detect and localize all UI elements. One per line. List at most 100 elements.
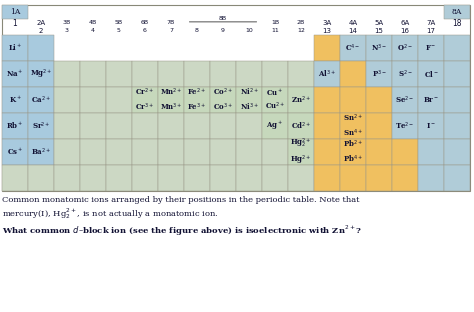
Bar — [236, 113, 262, 139]
Bar — [80, 113, 106, 139]
Bar — [288, 139, 314, 165]
Text: N$^{3-}$: N$^{3-}$ — [371, 42, 387, 54]
Text: Br$^-$: Br$^-$ — [423, 95, 439, 105]
Text: Ba$^{2+}$: Ba$^{2+}$ — [31, 146, 51, 158]
Text: Hg$_2^{2+}$
Hg$^{2+}$: Hg$_2^{2+}$ Hg$^{2+}$ — [291, 137, 311, 167]
Bar — [340, 35, 366, 61]
Bar — [158, 87, 184, 113]
Bar — [340, 165, 366, 191]
Text: 11: 11 — [271, 28, 279, 33]
Bar — [366, 113, 392, 139]
Bar — [444, 113, 470, 139]
Bar — [236, 87, 262, 113]
Text: Pb$^{2+}$
Pb$^{4+}$: Pb$^{2+}$ Pb$^{4+}$ — [343, 139, 363, 165]
Bar — [106, 87, 132, 113]
Bar — [210, 165, 236, 191]
Bar — [54, 87, 80, 113]
Text: S$^{2-}$: S$^{2-}$ — [398, 68, 412, 80]
Text: 10: 10 — [245, 28, 253, 33]
Text: 18: 18 — [452, 18, 462, 27]
Text: 13: 13 — [322, 27, 331, 33]
Bar — [184, 139, 210, 165]
Bar — [444, 35, 470, 61]
Bar — [2, 87, 28, 113]
Bar — [340, 139, 366, 165]
Text: Zn$^{2+}$: Zn$^{2+}$ — [291, 94, 311, 106]
Bar — [418, 61, 444, 87]
Text: 3A: 3A — [322, 20, 332, 26]
Bar — [158, 113, 184, 139]
Bar — [366, 87, 392, 113]
Text: 15: 15 — [374, 27, 383, 33]
Text: F$^-$: F$^-$ — [425, 43, 437, 52]
Bar — [340, 113, 366, 139]
Bar — [184, 113, 210, 139]
Text: 16: 16 — [401, 27, 410, 33]
Bar — [210, 87, 236, 113]
Bar — [418, 165, 444, 191]
Text: 2: 2 — [39, 27, 43, 33]
Bar — [2, 113, 28, 139]
Bar — [54, 113, 80, 139]
Text: Ag$^+$: Ag$^+$ — [266, 120, 283, 132]
Bar — [366, 165, 392, 191]
Bar — [28, 165, 54, 191]
Text: I$^-$: I$^-$ — [426, 121, 436, 130]
Text: O$^{2-}$: O$^{2-}$ — [397, 42, 413, 54]
Bar — [288, 87, 314, 113]
Text: Co$^{2+}$
Co$^{3+}$: Co$^{2+}$ Co$^{3+}$ — [213, 87, 233, 113]
Text: 4: 4 — [91, 28, 95, 33]
Bar — [2, 5, 470, 191]
Bar — [28, 35, 54, 61]
Bar — [132, 87, 158, 113]
Bar — [288, 61, 314, 87]
Bar — [106, 139, 132, 165]
Bar — [262, 139, 288, 165]
Text: Common monatomic ions arranged by their positions in the periodic table. Note th: Common monatomic ions arranged by their … — [2, 196, 359, 204]
Text: Cr$^{2+}$
Cr$^{3+}$: Cr$^{2+}$ Cr$^{3+}$ — [136, 87, 155, 113]
Bar — [418, 87, 444, 113]
Bar — [106, 113, 132, 139]
Bar — [158, 139, 184, 165]
Bar — [340, 61, 366, 87]
Bar — [236, 61, 262, 87]
Bar — [28, 139, 54, 165]
Bar — [28, 87, 54, 113]
Bar — [132, 113, 158, 139]
Text: Te$^{2-}$: Te$^{2-}$ — [395, 120, 415, 132]
Text: 6A: 6A — [401, 20, 410, 26]
Bar — [314, 139, 340, 165]
Text: P$^{3-}$: P$^{3-}$ — [372, 68, 386, 80]
Text: 2B: 2B — [297, 20, 305, 25]
Text: Rb$^+$: Rb$^+$ — [6, 121, 24, 131]
Text: 1A: 1A — [10, 8, 20, 16]
Text: Cd$^{2+}$: Cd$^{2+}$ — [291, 120, 311, 132]
Text: 4A: 4A — [348, 20, 357, 26]
Bar — [80, 139, 106, 165]
Bar — [314, 87, 340, 113]
Bar — [314, 35, 340, 61]
Bar — [54, 139, 80, 165]
Bar — [2, 35, 28, 61]
Text: 7: 7 — [169, 28, 173, 33]
Bar — [184, 87, 210, 113]
Bar — [184, 165, 210, 191]
Bar — [132, 61, 158, 87]
Bar — [184, 61, 210, 87]
Text: 17: 17 — [427, 27, 436, 33]
Bar — [314, 61, 340, 87]
Bar — [392, 113, 418, 139]
Text: Cl$^-$: Cl$^-$ — [424, 69, 438, 79]
Bar — [2, 61, 28, 87]
Bar — [444, 87, 470, 113]
Bar — [80, 87, 106, 113]
Text: 5B: 5B — [115, 20, 123, 25]
Bar — [392, 165, 418, 191]
Text: 8A: 8A — [452, 8, 462, 16]
Text: 12: 12 — [297, 28, 305, 33]
Text: 1B: 1B — [271, 20, 279, 25]
Bar — [210, 113, 236, 139]
Bar — [366, 61, 392, 87]
Bar — [418, 35, 444, 61]
Bar — [158, 61, 184, 87]
